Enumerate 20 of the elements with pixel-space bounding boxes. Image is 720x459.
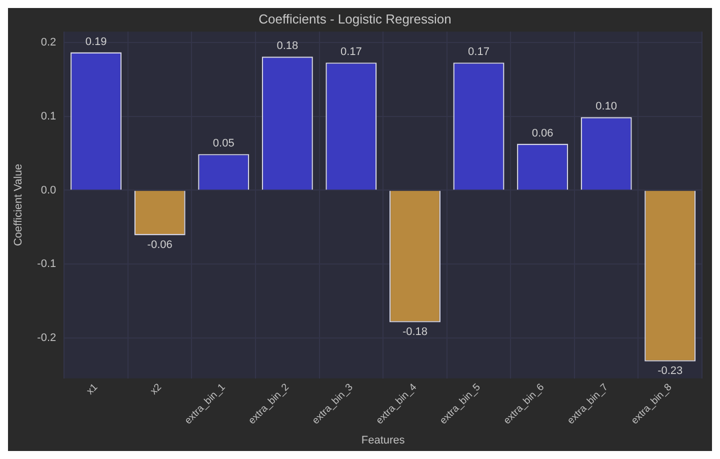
y-axis-title: Coefficient Value <box>12 164 25 246</box>
y-tick-label: 0.0 <box>40 184 56 196</box>
x-axis-title: Features <box>361 434 406 446</box>
data-label: -0.23 <box>658 364 683 377</box>
y-tick-label: 0.2 <box>40 36 56 49</box>
data-label: 0.10 <box>596 100 618 113</box>
data-label: 0.17 <box>340 46 362 58</box>
y-tick-label: -0.1 <box>37 258 56 270</box>
chart-title: Coefficients - Logistic Regression <box>258 11 452 26</box>
data-label: -0.18 <box>402 326 428 338</box>
data-label: 0.17 <box>468 46 490 58</box>
data-label: 0.06 <box>532 127 554 140</box>
data-label: 0.18 <box>276 40 298 52</box>
data-label: -0.06 <box>147 238 172 251</box>
y-tick-label: 0.1 <box>40 110 56 122</box>
x-tick-label: x2 <box>148 382 164 398</box>
data-label: 0.05 <box>212 138 234 150</box>
data-label: 0.19 <box>85 36 107 48</box>
y-tick-label: -0.2 <box>37 332 56 344</box>
x-tick-label: x1 <box>84 382 100 398</box>
